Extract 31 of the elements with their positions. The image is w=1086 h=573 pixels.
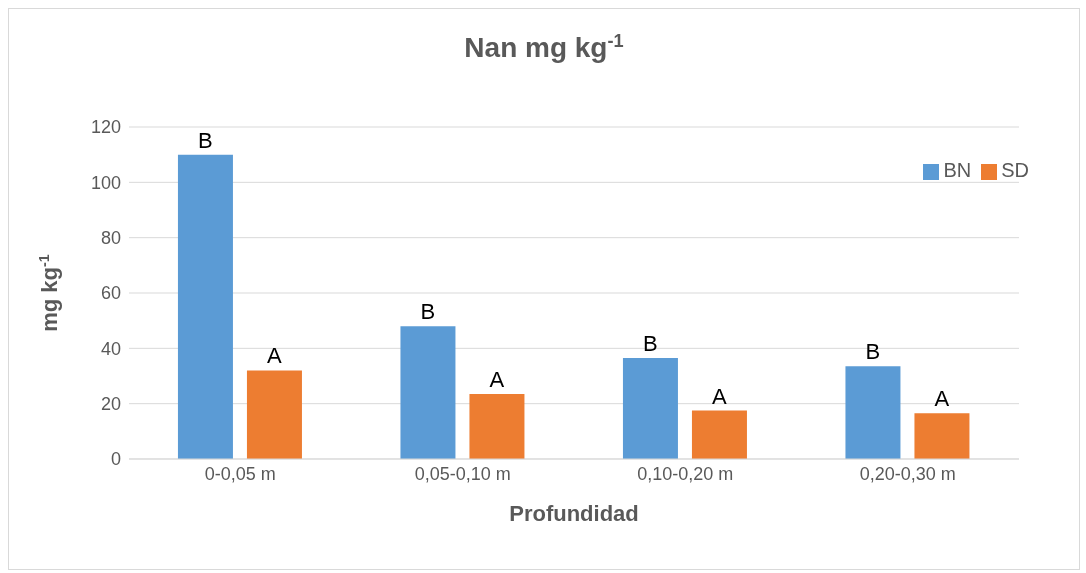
chart-title: Nan mg kg$^{-1}$ bbox=[464, 31, 624, 63]
y-tick-label: 0 bbox=[110, 449, 121, 470]
data-label: A bbox=[267, 343, 283, 369]
y-tick-label: 100 bbox=[90, 172, 121, 193]
data-label: A bbox=[712, 383, 728, 409]
x-tick-label: 0,05-0,10 m bbox=[414, 463, 511, 484]
data-label: B bbox=[643, 331, 658, 357]
data-label: A bbox=[489, 366, 505, 392]
bar bbox=[177, 154, 233, 459]
y-tick-label: 120 bbox=[90, 117, 121, 138]
bar bbox=[246, 370, 302, 459]
y-tick-label: 60 bbox=[100, 283, 121, 304]
data-label: B bbox=[198, 127, 213, 153]
legend-label: SD bbox=[1001, 159, 1029, 181]
bar bbox=[691, 410, 747, 459]
data-label: B bbox=[865, 339, 881, 365]
y-tick-label: 80 bbox=[100, 228, 121, 249]
bar bbox=[622, 358, 678, 459]
y-tick-label: 20 bbox=[100, 394, 121, 415]
bar bbox=[845, 366, 901, 459]
x-tick-label: 0-0,05 m bbox=[204, 463, 276, 484]
y-tick-label: 40 bbox=[100, 338, 121, 359]
bar bbox=[400, 326, 456, 459]
data-label: A bbox=[934, 386, 950, 412]
bar bbox=[914, 413, 970, 459]
x-tick-label: 0,20-0,30 m bbox=[859, 463, 956, 484]
legend-label: BN bbox=[943, 159, 972, 181]
bar bbox=[469, 393, 525, 459]
x-axis-title: Profundidad bbox=[509, 501, 639, 526]
data-label: B bbox=[420, 299, 436, 325]
x-tick-label: 0,10-0,20 m bbox=[637, 463, 734, 484]
